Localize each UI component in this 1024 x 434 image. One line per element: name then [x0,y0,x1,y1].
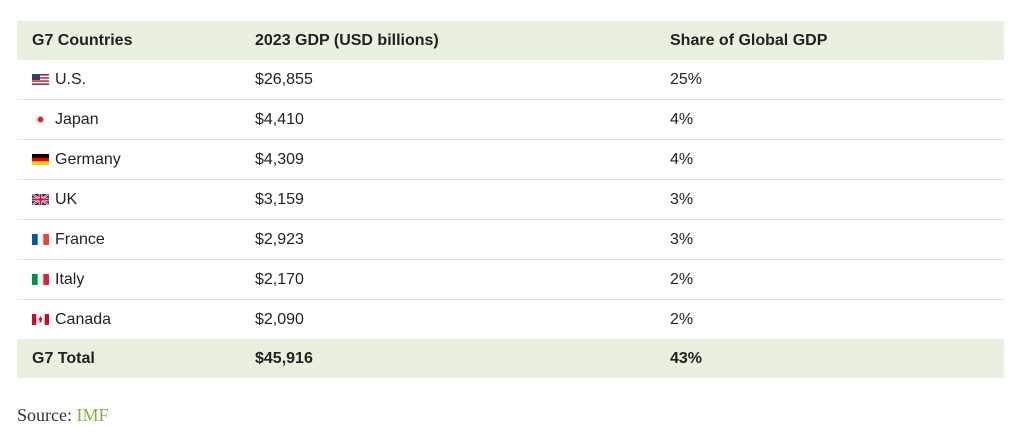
cell: 3% [670,191,694,208]
cell: $2,090 [255,311,304,328]
cell: UK [55,191,78,208]
total-cell: 43% [670,350,703,367]
cell: Canada [55,311,112,328]
flag [32,194,49,205]
cell: $2,170 [255,271,304,288]
cell: 2% [670,311,694,328]
header-row: G7 Countries 2023 GDP (USD billions) Sha… [17,21,1004,60]
cell: 2% [670,271,694,288]
source-label: Source: [17,405,72,425]
flag [32,234,49,245]
row: Canada $2,090 2% [17,300,1004,340]
flag [32,114,49,125]
row: Germany $4,309 4% [17,140,1004,180]
flag [32,74,49,85]
flag [32,274,49,285]
total-row: G7 Total $45,916 43% [17,339,1004,378]
source-link[interactable]: IMF [76,405,109,425]
cell: Italy [55,271,85,288]
cell: 4% [670,111,694,128]
cell: $26,855 [255,71,313,88]
row: UK $3,159 3% [17,180,1004,220]
cell: 4% [670,151,694,168]
header-cell: 2023 GDP (USD billions) [255,32,439,49]
source: Source: IMF [17,405,109,426]
flag [32,314,49,325]
cell: 3% [670,231,694,248]
total-cell: G7 Total [32,350,95,367]
cell: France [55,231,105,248]
cell: 25% [670,71,703,88]
row: France $2,923 3% [17,220,1004,260]
cell: U.S. [55,71,87,88]
row: U.S. $26,855 25% [17,60,1004,100]
flag [32,154,49,165]
header-cell: G7 Countries [32,32,133,49]
cell: $4,410 [255,111,304,128]
total-cell: $45,916 [255,350,313,367]
cell: $3,159 [255,191,304,208]
cell: Japan [55,111,99,128]
row: Italy $2,170 2% [17,260,1004,300]
cell: $4,309 [255,151,304,168]
header-cell: Share of Global GDP [670,32,828,49]
row: Japan $4,410 4% [17,100,1004,140]
cell: Germany [55,151,121,168]
cell: $2,923 [255,231,304,248]
